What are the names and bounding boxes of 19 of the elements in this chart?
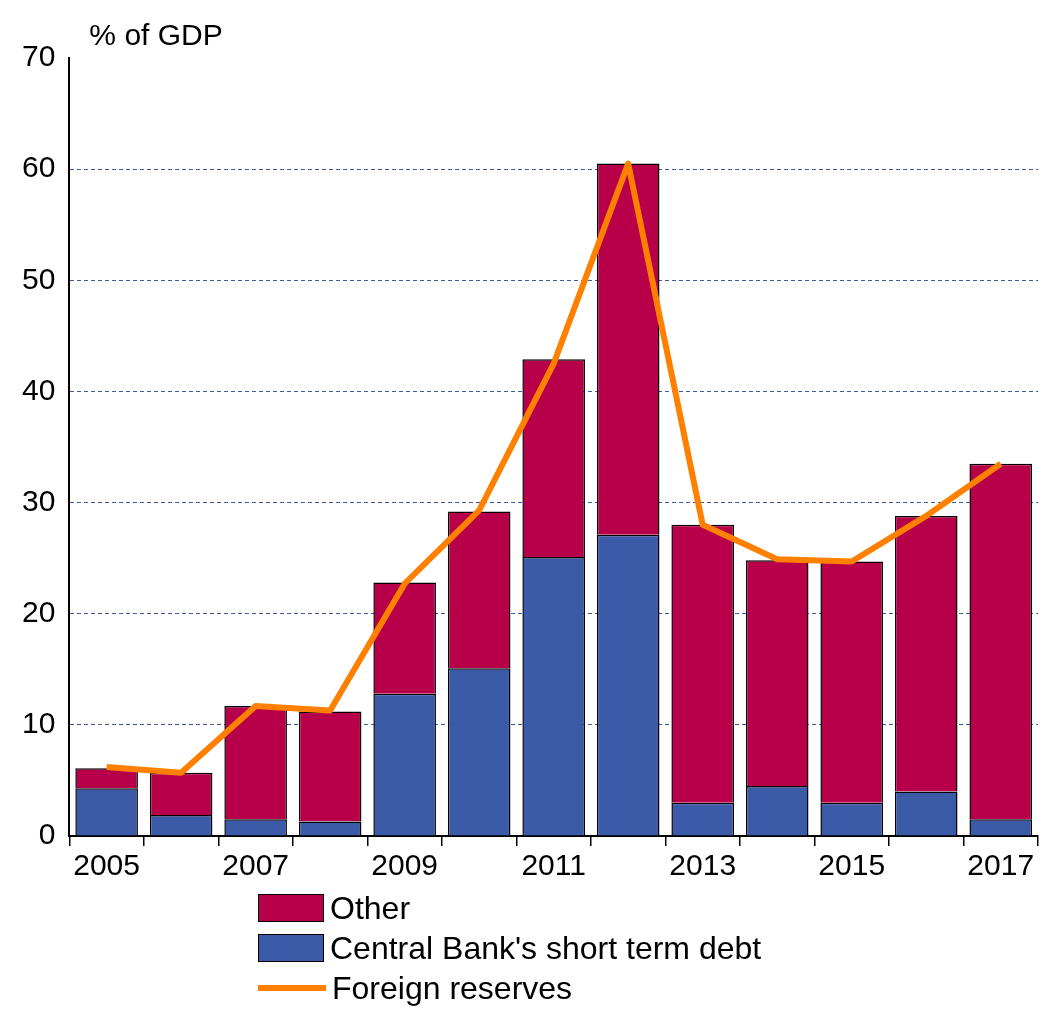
y-tick-label: 50 (21, 261, 56, 295)
x-tick-label: 2015 (818, 848, 886, 882)
x-tick-label: 2013 (669, 848, 737, 882)
y-tick-label: 20 (21, 594, 56, 628)
y-tick-label: 0 (38, 817, 56, 851)
legend-label: Foreign reserves (332, 969, 573, 1007)
y-tick-label: 60 (21, 150, 56, 184)
x-tick-label: 2009 (371, 848, 439, 882)
legend-label: Other (330, 889, 411, 927)
y-tick-label: 70 (21, 39, 56, 73)
y-axis-title: % of GDP (89, 18, 223, 52)
x-tick-label: 2005 (73, 848, 140, 882)
y-tick-label: 40 (21, 372, 56, 406)
y-tick-label: 30 (21, 483, 56, 517)
x-tick-label: 2011 (521, 848, 586, 882)
x-tick-label: 2007 (222, 848, 290, 882)
x-tick-label: 2017 (967, 848, 1035, 882)
y-tick-label: 10 (21, 706, 56, 740)
legend-label: Central Bank's short term debt (330, 929, 762, 967)
